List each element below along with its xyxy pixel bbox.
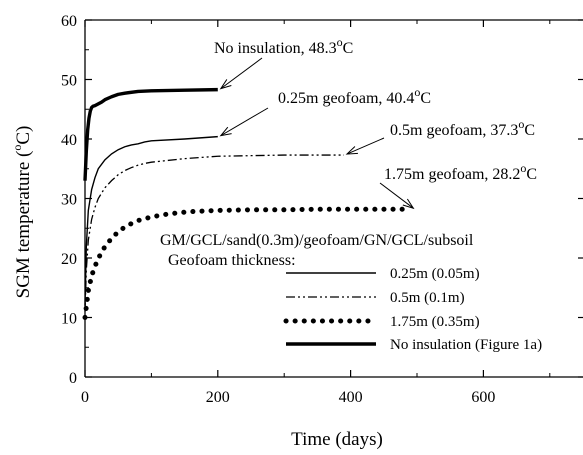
annotation-0-5m: 0.5m geofoam, 37.3oC xyxy=(390,117,535,139)
annotation-arrow-head xyxy=(219,79,232,90)
y-tick-label: 10 xyxy=(61,311,77,328)
annotation-arrow-line xyxy=(220,107,269,137)
series-line-1 xyxy=(84,135,218,306)
annotation-arrows xyxy=(219,57,415,210)
x-axis-ticks: 0 200 400 600 xyxy=(81,20,551,406)
legend-entry-no-insulation: No insulation (Figure 1a) xyxy=(390,337,542,353)
x-tick-label: 200 xyxy=(206,389,230,406)
y-axis-label: SGM temperature (oC) xyxy=(10,126,34,299)
x-tick-label: 0 xyxy=(81,389,89,406)
annotations: No insulation, 48.3oC 0.25m geofoam, 40.… xyxy=(214,35,537,183)
x-tick-label: 600 xyxy=(471,389,495,406)
legend: GM/GCL/sand(0.3m)/geofoam/GN/GCL/subsoil… xyxy=(160,232,542,353)
y-axis-ticks: 0 10 20 30 40 50 60 xyxy=(61,13,583,387)
legend-title-line2: Geofoam thickness: xyxy=(168,252,296,269)
x-axis-label: Time (days) xyxy=(291,429,383,450)
y-tick-label: 20 xyxy=(61,251,77,268)
annotation-no-insulation: No insulation, 48.3oC xyxy=(214,35,353,57)
legend-entry-0-25m: 0.25m (0.05m) xyxy=(390,266,480,282)
annotation-arrow-head xyxy=(345,146,358,155)
series-line-4 xyxy=(83,87,218,181)
annotation-0-25m: 0.25m geofoam, 40.4oC xyxy=(278,85,431,107)
legend-entry-1-75m: 1.75m (0.35m) xyxy=(390,314,480,330)
y-tick-label: 0 xyxy=(69,370,77,387)
annotation-arrow-line xyxy=(346,137,385,155)
legend-entry-0-5m: 0.5m (0.1m) xyxy=(390,290,465,306)
legend-title-line1: GM/GCL/sand(0.3m)/geofoam/GN/GCL/subsoil xyxy=(160,232,474,249)
legend-swatches xyxy=(283,272,379,346)
x-tick-label: 400 xyxy=(339,389,363,406)
y-tick-label: 30 xyxy=(61,192,77,209)
annotation-arrow-head xyxy=(219,126,232,137)
series-layer xyxy=(82,87,413,320)
annotation-arrow-line xyxy=(379,182,414,209)
annotation-arrow-head xyxy=(402,198,415,210)
y-tick-label: 50 xyxy=(61,73,77,90)
annotation-arrow-line xyxy=(220,57,263,90)
y-tick-label: 60 xyxy=(61,13,77,30)
series-line-2 xyxy=(84,154,344,312)
y-tick-label: 40 xyxy=(61,132,77,149)
annotation-1-75m: 1.75m geofoam, 28.2oC xyxy=(384,161,537,183)
plot-frame xyxy=(84,19,583,378)
